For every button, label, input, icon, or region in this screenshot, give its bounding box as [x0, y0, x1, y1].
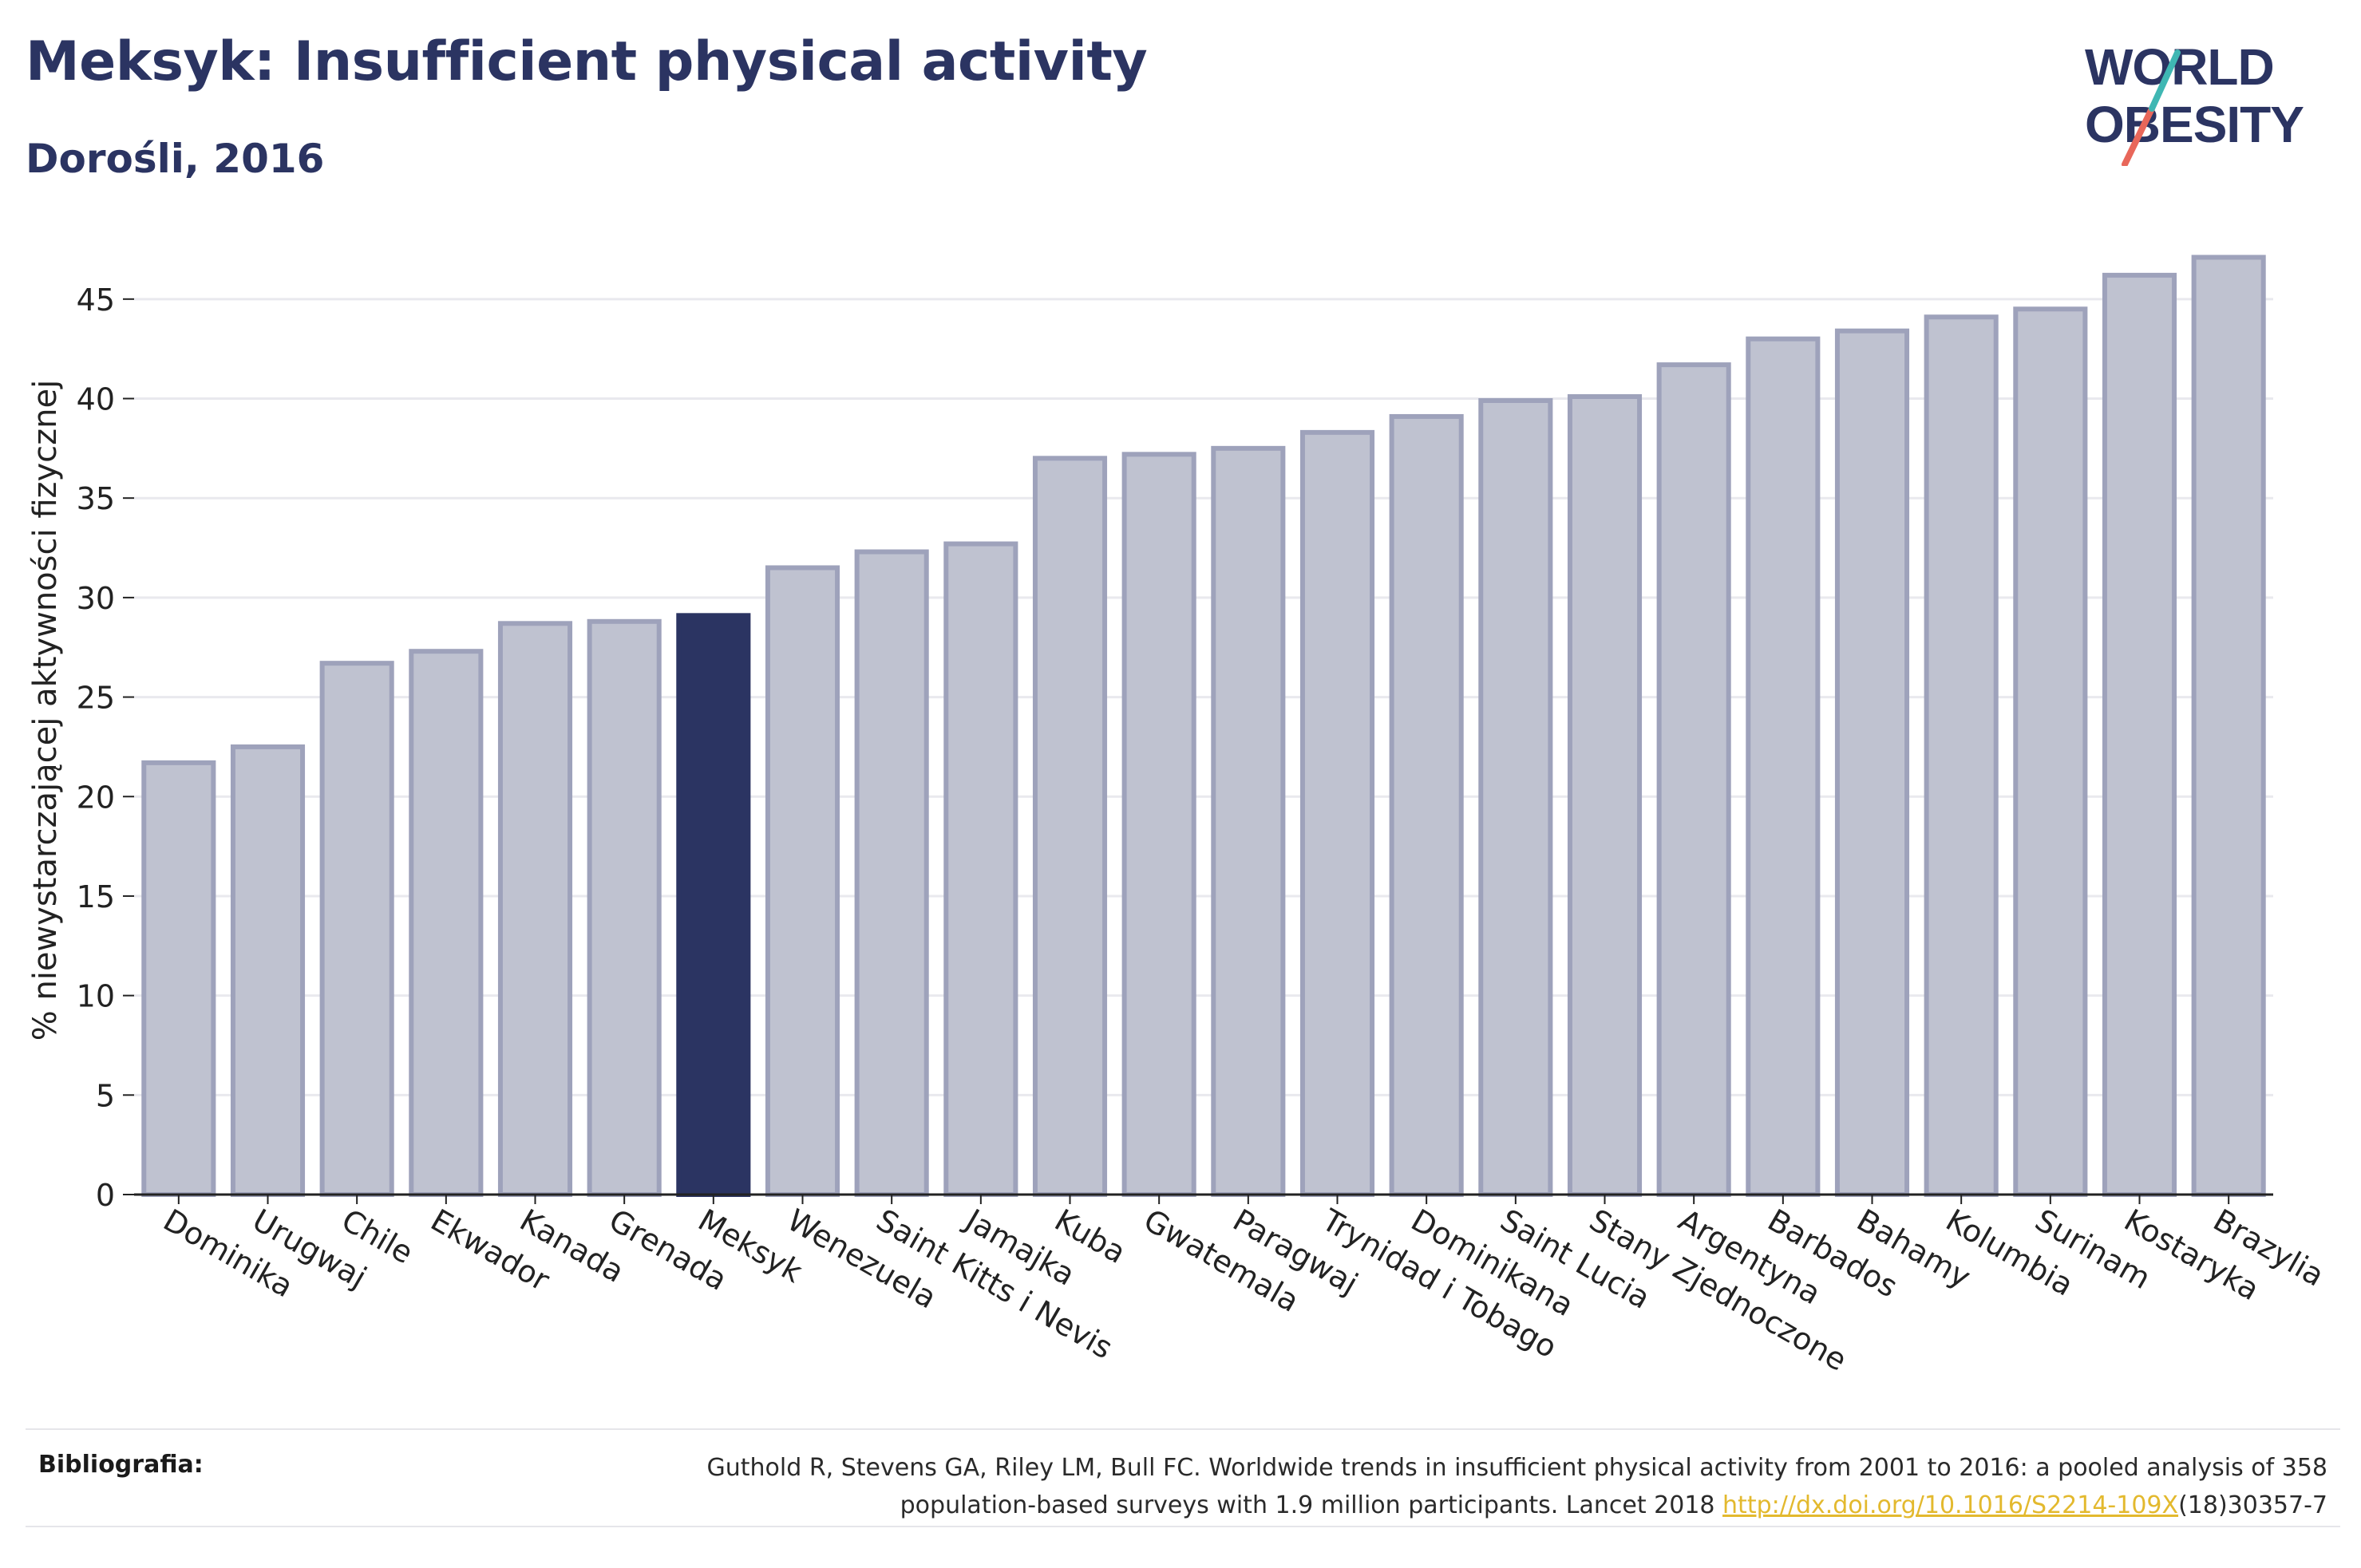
y-axis-label: % niewystarczającej aktywności fizycznej	[27, 380, 64, 1041]
footer-divider-top	[26, 1428, 2340, 1430]
bar	[1746, 336, 1821, 1197]
bar	[1924, 314, 1999, 1198]
bar	[1389, 413, 1464, 1197]
bar	[497, 621, 573, 1197]
y-tick-label: 15	[77, 879, 115, 914]
y-tick-label: 30	[77, 581, 115, 616]
bar	[409, 649, 484, 1197]
bar	[1121, 452, 1196, 1197]
chart-subtitle: Dorośli, 2016	[26, 136, 325, 182]
bar	[141, 760, 216, 1197]
bar	[2191, 255, 2266, 1198]
y-tick-label: 10	[77, 979, 115, 1014]
bar	[2102, 272, 2177, 1198]
logo-line2: OBESITY	[2085, 96, 2304, 153]
y-tick-label: 45	[77, 282, 115, 318]
y-tick-label: 20	[77, 780, 115, 815]
chart-title: Meksyk: Insufficient physical activity	[26, 30, 1148, 93]
logo-slash-bottom	[2122, 105, 2155, 166]
bar	[765, 565, 840, 1197]
bibliography-line2-end: (18)30357-7	[2178, 1491, 2327, 1519]
logo-slash-top	[2149, 49, 2181, 112]
y-tick-label: 40	[77, 382, 115, 417]
bar	[1656, 362, 1731, 1198]
logo-line1: WORLD	[2085, 38, 2274, 96]
y-tick-label: 0	[96, 1178, 115, 1213]
bibliography-link[interactable]: http://dx.doi.org/10.1016/S2214-109X	[1722, 1491, 2179, 1519]
bibliography-line1: Guthold R, Stevens GA, Riley LM, Bull FC…	[706, 1454, 2327, 1482]
y-tick-label: 5	[96, 1078, 115, 1113]
y-tick-label: 35	[77, 481, 115, 516]
y-tick-label: 25	[77, 681, 115, 716]
bar	[1478, 397, 1553, 1197]
bar	[1567, 394, 1643, 1198]
bar	[1211, 445, 1286, 1197]
gridlines	[134, 298, 2273, 1096]
bibliography-label: Bibliografia:	[38, 1451, 204, 1479]
bar	[230, 744, 306, 1197]
bar	[1032, 456, 1108, 1197]
bar	[1299, 429, 1375, 1197]
bar	[2013, 306, 2088, 1197]
bar	[319, 661, 394, 1197]
world-obesity-logo: WORLD OBESITY	[2085, 38, 2304, 166]
bars	[141, 255, 2266, 1198]
bibliography-text: Guthold R, Stevens GA, Riley LM, Bull FC…	[492, 1449, 2327, 1524]
bar	[943, 541, 1018, 1197]
bibliography-line2: population-based surveys with 1.9 millio…	[900, 1491, 1723, 1519]
bar	[854, 549, 929, 1197]
bar	[1834, 328, 1910, 1197]
bar	[587, 618, 662, 1197]
footer-divider-bottom	[26, 1526, 2340, 1527]
bar-highlight-Meksyk	[676, 613, 751, 1197]
